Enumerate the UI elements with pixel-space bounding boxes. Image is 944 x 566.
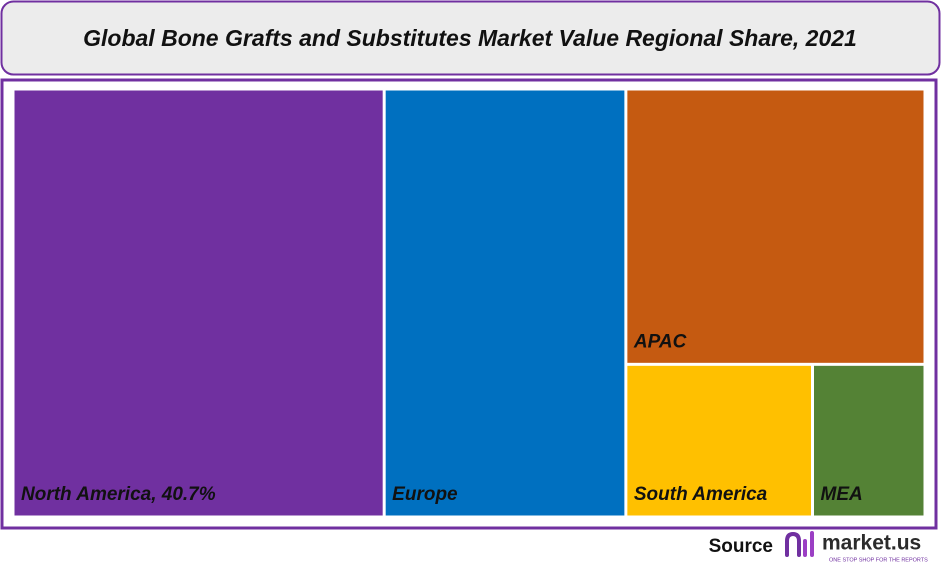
tile: [385, 90, 625, 516]
tile-label: MEA: [821, 484, 863, 505]
logo-text: market.us: [822, 532, 921, 555]
tiles: North America, 40.7% Europe APAC South Amer…: [14, 90, 924, 516]
tile: [814, 365, 924, 516]
title-box: [0, 0, 941, 76]
logo-icon: [785, 531, 814, 557]
tile: [627, 365, 812, 516]
tile-label: APAC: [633, 331, 687, 352]
tile-label: South America: [634, 484, 768, 505]
tile: [14, 90, 383, 516]
tile-label: North America, 40.7%: [21, 484, 216, 505]
tile: [627, 90, 924, 363]
logo-tagline: ONE STOP SHOP FOR THE REPORTS: [829, 557, 928, 563]
chart-title: Global Bone Grafts and Substitutes Marke…: [83, 25, 857, 51]
tile-label: Europe: [392, 484, 458, 505]
source-label: Source: [709, 536, 773, 557]
